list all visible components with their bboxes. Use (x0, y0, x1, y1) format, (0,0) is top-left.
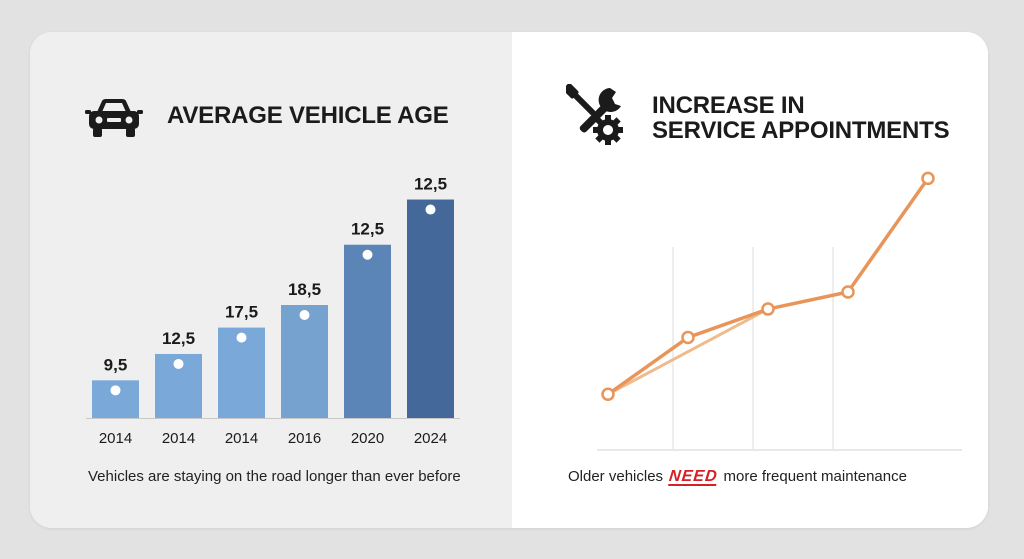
service-caption-before: Older vehicles (568, 468, 664, 485)
service-title-line1: INCREASE IN (652, 92, 805, 119)
line-point (761, 302, 775, 316)
bar-value-label: 12,5 (414, 175, 447, 194)
infographic-card: AVERAGE VEHICLE AGE 9,5 2014 12,5 2014 17,5 2… (30, 32, 988, 528)
bar-marker (110, 385, 121, 396)
line-point (601, 387, 615, 402)
x-tick-label: 2016 (288, 430, 321, 447)
line-point (681, 330, 695, 345)
tools-icon (566, 84, 623, 145)
line-point (841, 285, 855, 299)
bar-marker (236, 332, 247, 343)
bar-value-label: 17,5 (225, 303, 258, 322)
service-caption-after: more frequent maintenance (723, 468, 907, 485)
service-appointments-line-chart: of Service Appointments (597, 171, 962, 451)
x-tick-label: 2014 (99, 430, 132, 447)
service-caption: Older vehicles NEED more frequent maintena… (568, 468, 907, 486)
bar-marker (299, 310, 310, 320)
x-tick-label: 2014 (225, 430, 258, 447)
line-point (921, 171, 935, 186)
need-emphasis: NEED (668, 468, 719, 486)
bar-value-label: 12,5 (162, 329, 195, 348)
bar (407, 199, 454, 418)
bar-value-label: 9,5 (104, 355, 128, 374)
bar-value-label: 18,5 (288, 280, 321, 299)
trend-line (607, 307, 769, 396)
service-appointments-line (606, 177, 930, 396)
bar-value-label: 12,5 (351, 220, 384, 239)
x-tick-label: 2020 (351, 430, 384, 447)
bar-marker (173, 358, 184, 369)
vehicle-age-panel: AVERAGE VEHICLE AGE 9,5 2014 12,5 2014 17,5 2… (30, 32, 512, 528)
bar-marker (362, 249, 373, 260)
vehicle-age-title: AVERAGE VEHICLE AGE (167, 102, 449, 129)
x-tick-label: 2024 (414, 430, 447, 447)
service-title-line2: SERVICE APPOINTMENTS (652, 117, 950, 144)
vehicle-age-caption: Vehicles are staying on the road longer … (88, 468, 461, 485)
vehicle-age-bar-chart: 9,5 2014 12,5 2014 17,5 2014 18,5 2016 12,5 2020 1… (86, 175, 460, 447)
bar (218, 327, 265, 418)
x-tick-label: 2014 (162, 430, 195, 447)
bar-marker (425, 204, 436, 215)
bar (344, 244, 391, 418)
bar (281, 305, 328, 418)
service-appointments-panel: INCREASE IN SERVICE APPOINTMENTS of Serv… (512, 32, 988, 528)
car-icon (85, 99, 143, 137)
